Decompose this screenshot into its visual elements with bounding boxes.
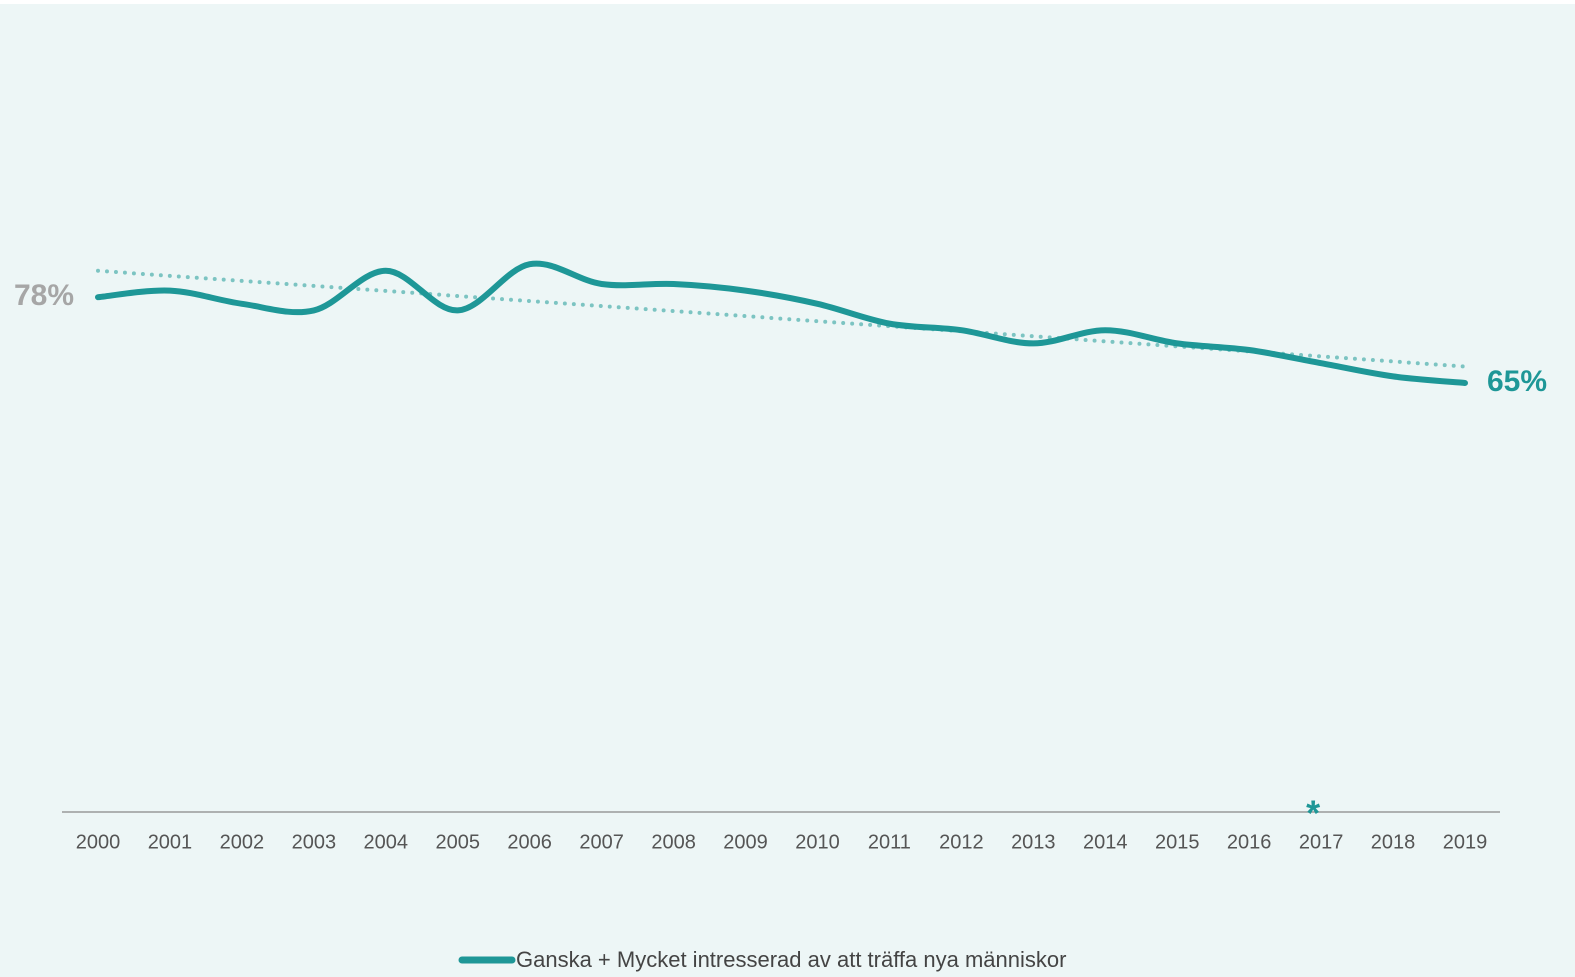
x-tick-label: 2004 — [364, 831, 409, 853]
x-tick-label: 2005 — [435, 831, 480, 853]
x-tick-label: 2010 — [795, 831, 840, 853]
x-tick-label: 2009 — [723, 831, 768, 853]
x-tick-label: 2011 — [868, 831, 911, 853]
x-tick-label: 2007 — [579, 831, 624, 853]
x-tick-label: 2016 — [1227, 831, 1272, 853]
x-tick-label: 2013 — [1011, 831, 1056, 853]
data-label: 65% — [1487, 365, 1547, 398]
x-tick-label: 2003 — [292, 831, 337, 853]
x-tick-label: 2000 — [76, 831, 121, 853]
x-tick-label: 2006 — [507, 831, 552, 853]
x-tick-label: 2017 — [1299, 831, 1344, 853]
background — [0, 4, 1575, 977]
x-tick-label: 2008 — [651, 831, 696, 853]
x-tick-label: 2001 — [148, 831, 193, 853]
x-tick-label: 2015 — [1155, 831, 1200, 853]
legend-label: Ganska + Mycket intresserad av att träff… — [516, 947, 1066, 972]
annotation: * — [1306, 793, 1320, 834]
x-tick-label: 2018 — [1371, 831, 1416, 853]
x-tick-label: 2002 — [220, 831, 265, 853]
x-tick-label: 2014 — [1083, 831, 1128, 853]
data-label: 78% — [14, 279, 74, 312]
x-tick-label: 2019 — [1443, 831, 1488, 853]
line — [95, 260, 1468, 386]
x-tick-label: 2012 — [939, 831, 984, 853]
